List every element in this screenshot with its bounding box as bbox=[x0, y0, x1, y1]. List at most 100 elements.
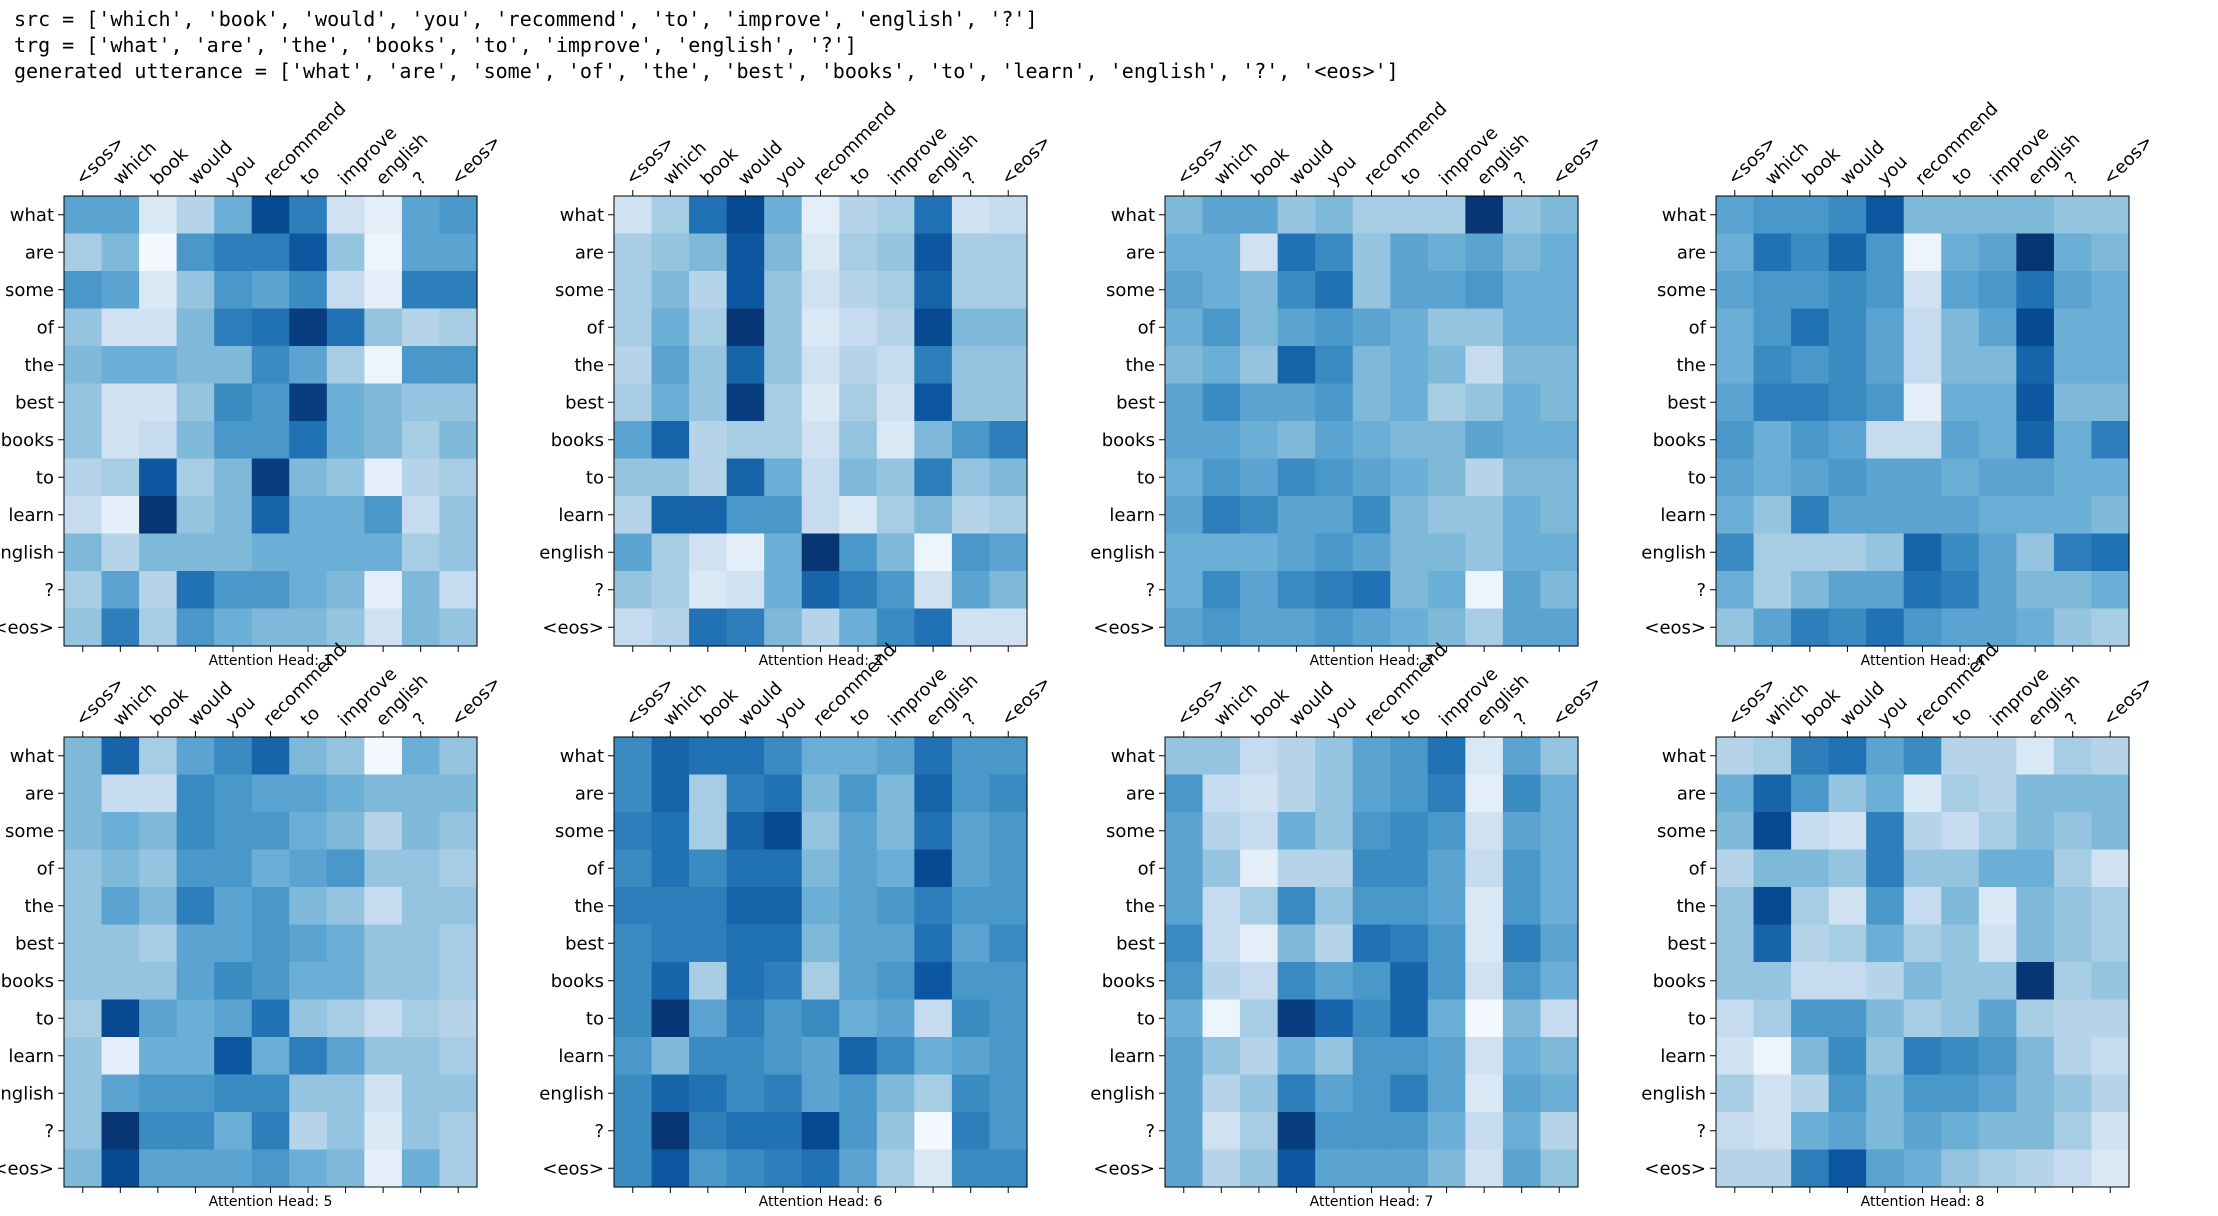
heatmap-cell bbox=[651, 924, 690, 963]
heatmap-cell bbox=[1791, 999, 1830, 1038]
heatmap-cell bbox=[1277, 458, 1316, 497]
heatmap-cell bbox=[1540, 962, 1579, 1001]
heatmap-cell bbox=[214, 421, 253, 460]
heatmap-cell bbox=[176, 737, 215, 776]
heatmap-cell bbox=[1716, 496, 1755, 535]
heatmap-cell bbox=[1165, 233, 1204, 272]
y-tick-label: some bbox=[555, 280, 604, 301]
heatmap-cell bbox=[289, 999, 328, 1038]
heatmap-cell bbox=[839, 737, 878, 776]
heatmap-cell bbox=[1753, 496, 1792, 535]
heatmap-cell bbox=[839, 233, 878, 272]
heatmap-cell bbox=[1502, 999, 1542, 1038]
heatmap-cell bbox=[1502, 774, 1542, 813]
y-tick-label: of bbox=[1689, 858, 1707, 879]
heatmap-cell bbox=[176, 346, 215, 385]
heatmap-cell bbox=[989, 1149, 1028, 1188]
heatmap-cell bbox=[689, 737, 728, 776]
heatmap-cell bbox=[289, 533, 328, 572]
heatmap-cell bbox=[876, 196, 915, 235]
heatmap-cell bbox=[989, 1112, 1028, 1151]
x-tick-label: to bbox=[847, 703, 875, 731]
y-tick-label: what bbox=[1111, 205, 1155, 226]
heatmap-cell bbox=[1866, 1037, 1905, 1076]
heatmap-cell bbox=[651, 571, 690, 610]
heatmap-cell bbox=[1427, 1074, 1466, 1113]
heatmap-cell bbox=[289, 421, 328, 460]
heatmap-cell bbox=[1390, 1037, 1429, 1076]
y-tick-label: english bbox=[1090, 1083, 1155, 1104]
heatmap-cell bbox=[2053, 924, 2093, 963]
heatmap-cell bbox=[401, 924, 441, 963]
heatmap-cell bbox=[2016, 1149, 2055, 1188]
heatmap-cell bbox=[176, 608, 215, 647]
heatmap-cell bbox=[1540, 1074, 1579, 1113]
heatmap-cell bbox=[1903, 608, 1942, 647]
heatmap-cell bbox=[101, 812, 140, 851]
heatmap-cell bbox=[1866, 271, 1905, 310]
heatmap-cell bbox=[1465, 233, 1504, 272]
heatmap-cell bbox=[1202, 308, 1241, 347]
y-tick-label: best bbox=[15, 392, 54, 413]
heatmap-cell bbox=[101, 999, 140, 1038]
y-tick-label: ? bbox=[44, 580, 54, 601]
heatmap-cell bbox=[726, 383, 765, 422]
heatmap-cell bbox=[1240, 533, 1279, 572]
heatmap-cell bbox=[64, 608, 103, 647]
heatmap-cell bbox=[1427, 533, 1466, 572]
heatmap-cell bbox=[726, 849, 765, 888]
heatmap-cell bbox=[614, 458, 653, 497]
y-tick-label: <eos> bbox=[1644, 617, 1706, 638]
y-tick-label: of bbox=[587, 858, 605, 879]
y-tick-label: english bbox=[0, 542, 54, 563]
heatmap-cell bbox=[401, 962, 441, 1001]
heatmap-cell bbox=[876, 496, 915, 535]
heatmap-cell bbox=[1352, 421, 1391, 460]
heatmap-cell bbox=[1427, 1112, 1466, 1151]
heatmap-cell bbox=[2091, 346, 2130, 385]
heatmap-cell bbox=[1540, 458, 1579, 497]
heatmap-cell bbox=[1903, 737, 1942, 776]
heatmap-panel-5: what are some of the best books to learn english?… bbox=[0, 639, 505, 1210]
heatmap-cell bbox=[1465, 346, 1504, 385]
heatmap-cell bbox=[2016, 458, 2055, 497]
heatmap-cell bbox=[1791, 196, 1830, 235]
x-tick-label: ? bbox=[1510, 709, 1532, 731]
heatmap-cell bbox=[1941, 421, 1980, 460]
heatmap-cell bbox=[2016, 233, 2055, 272]
heatmap-cell bbox=[1791, 849, 1830, 888]
heatmap-cell bbox=[1978, 496, 2017, 535]
heatmap-cell bbox=[289, 962, 328, 1001]
heatmap-cell bbox=[1277, 608, 1316, 647]
x-tick-label: to bbox=[1398, 162, 1426, 190]
heatmap-cell bbox=[689, 271, 728, 310]
y-tick-label: to bbox=[1137, 1008, 1155, 1029]
heatmap-cell bbox=[1427, 421, 1466, 460]
heatmap-cell bbox=[1791, 271, 1830, 310]
head-title: Attention Head: 7 bbox=[1310, 1194, 1434, 1210]
heatmap-cell bbox=[1202, 887, 1241, 926]
heatmap-cell bbox=[989, 962, 1028, 1001]
heatmap-cell bbox=[1427, 308, 1466, 347]
heatmap-cell bbox=[1390, 458, 1429, 497]
heatmap-cell bbox=[2016, 1074, 2055, 1113]
heatmap-cell bbox=[64, 496, 103, 535]
heatmap-cell bbox=[2016, 1037, 2055, 1076]
heatmap-cell bbox=[989, 458, 1028, 497]
heatmap-cell bbox=[1903, 924, 1942, 963]
heatmap-cell bbox=[64, 887, 103, 926]
heatmap-cell bbox=[1277, 383, 1316, 422]
heatmap-panel-6: what are some of the best books to learn english?… bbox=[539, 639, 1055, 1210]
y-tick-label: of bbox=[1138, 858, 1156, 879]
heatmap-cell bbox=[2053, 571, 2093, 610]
heatmap-cell bbox=[1753, 571, 1792, 610]
heatmap-cell bbox=[1941, 346, 1980, 385]
heatmap-cell bbox=[214, 308, 253, 347]
heatmap-cell bbox=[951, 774, 991, 813]
heatmap-cell bbox=[1352, 346, 1391, 385]
heatmap-cell bbox=[289, 383, 328, 422]
heatmap-cell bbox=[326, 999, 365, 1038]
heatmap-cell bbox=[1903, 308, 1942, 347]
heatmap-cell bbox=[1828, 196, 1867, 235]
heatmap-cell bbox=[364, 1112, 403, 1151]
